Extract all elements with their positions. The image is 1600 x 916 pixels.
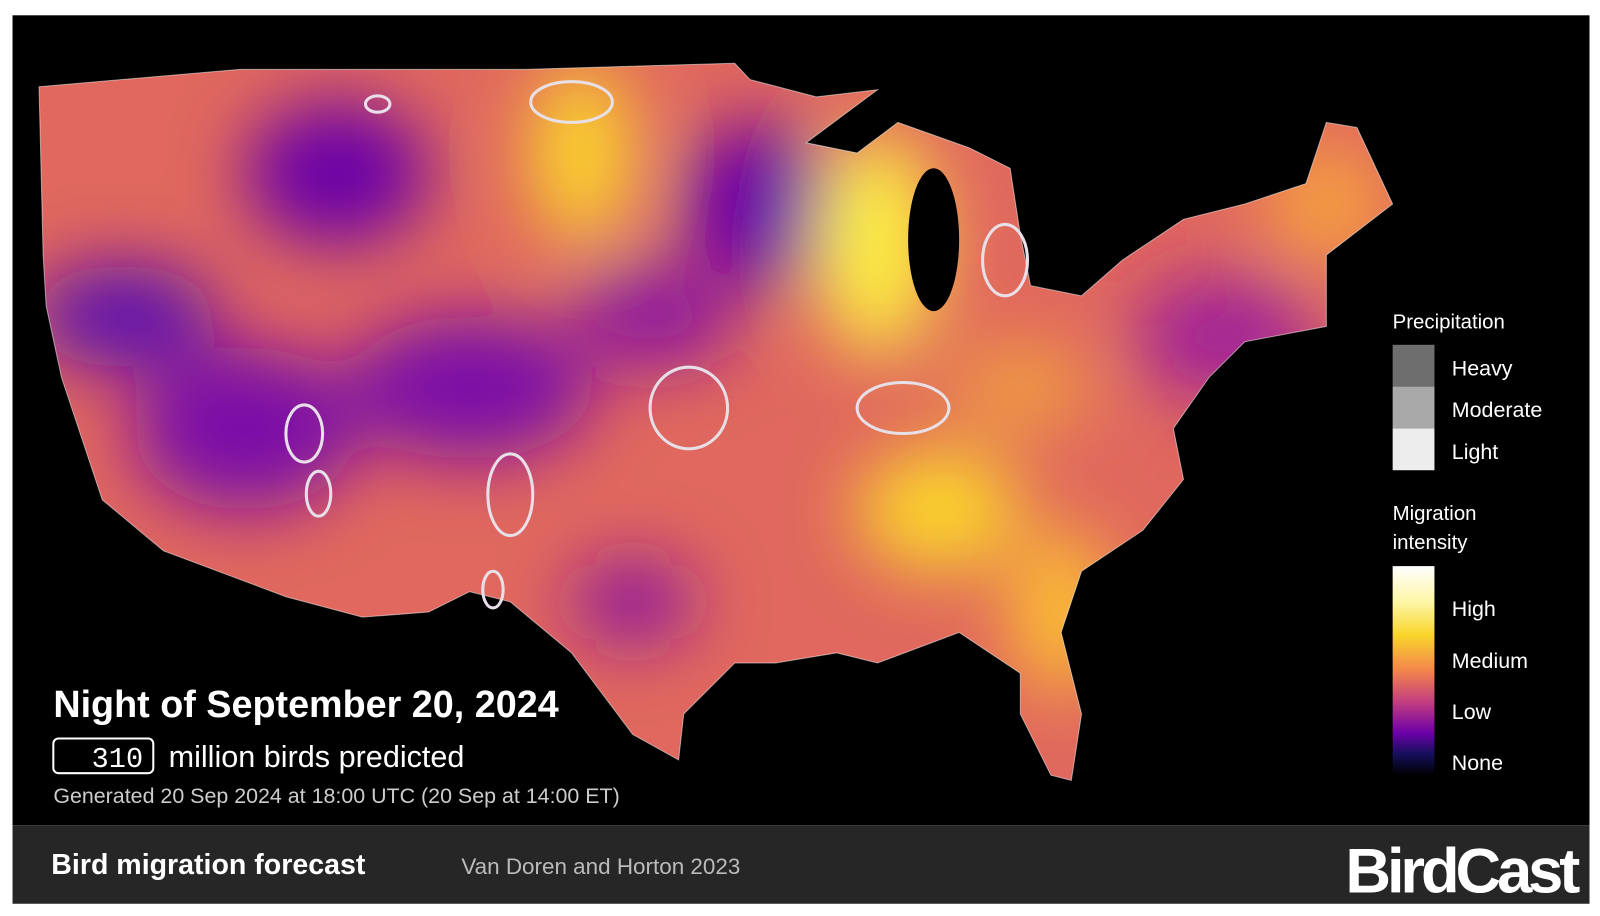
precip-swatch: [1392, 428, 1435, 471]
lake-michigan: [908, 168, 960, 312]
brand-logo: BirdCast: [1345, 837, 1580, 907]
generated-note: Generated 20 Sep 2024 at 18:00 UTC (20 S…: [53, 784, 619, 808]
precip-level: Heavy: [1452, 356, 1513, 380]
intensity-level: High: [1452, 597, 1496, 621]
precip-level: Light: [1452, 440, 1498, 464]
footer-bar: [12, 825, 1590, 904]
precip-swatch: [1392, 344, 1435, 387]
night-title: Night of September 20, 2024: [53, 683, 558, 725]
intensity-scale: [1392, 566, 1435, 776]
count-box: [52, 737, 155, 775]
intensity-title: Migration: [1393, 503, 1477, 525]
intensity-level: None: [1452, 751, 1503, 775]
count-label: million birds predicted: [169, 740, 465, 774]
intensity-level: Low: [1452, 700, 1492, 724]
intensity-title: intensity: [1393, 532, 1469, 554]
citation: Van Doren and Horton 2023: [461, 854, 740, 879]
precipitation-outlines: [284, 80, 1030, 610]
footer-title: Bird migration forecast: [51, 849, 366, 881]
precip-level: Moderate: [1452, 398, 1542, 422]
bird-count: 310: [92, 743, 143, 776]
precip-title: Precipitation: [1393, 311, 1505, 333]
intensity-level: Medium: [1452, 649, 1528, 673]
precip-swatch: [1392, 386, 1435, 429]
